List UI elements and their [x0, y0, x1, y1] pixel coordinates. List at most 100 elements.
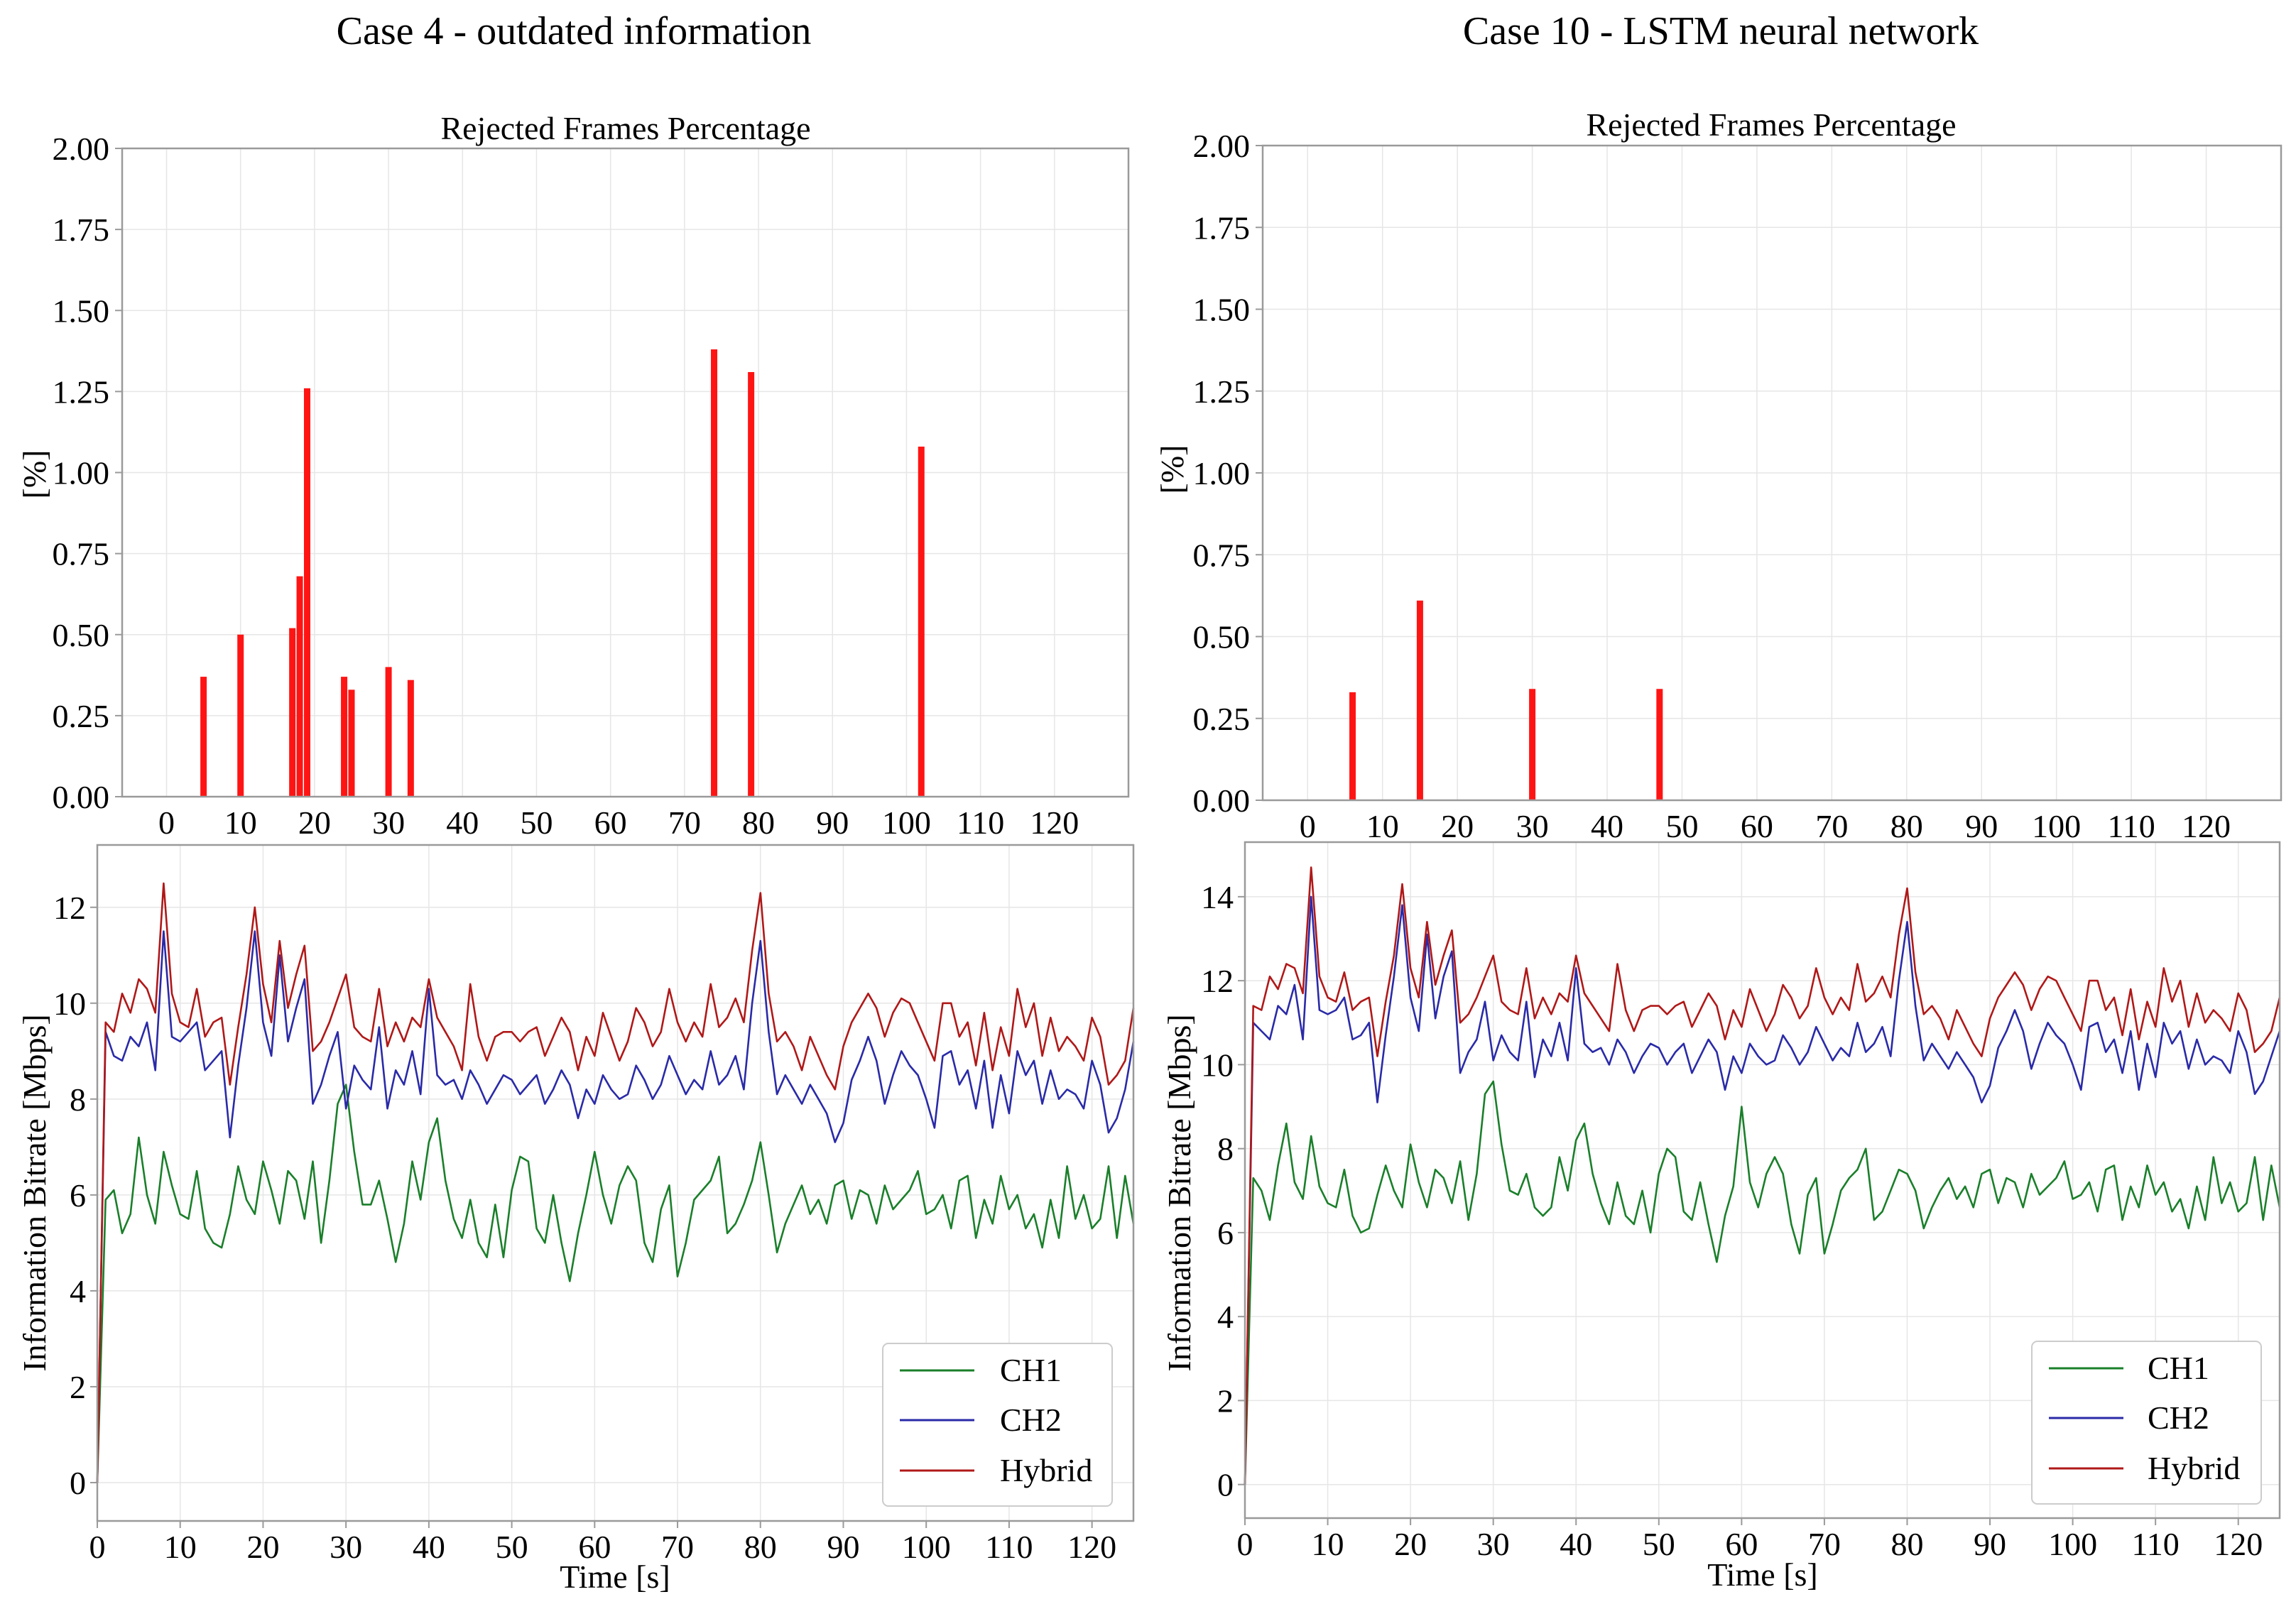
case10-line-xlabel: Time [s]: [1707, 1556, 1818, 1593]
case4-line-series-hybrid: [96, 882, 1135, 1483]
case4-line-series-ch2: [96, 930, 1135, 1483]
case4-bar-ytick-label: 0.00: [53, 779, 110, 815]
case4-line-xtick-label: 90: [827, 1529, 859, 1565]
case10-line-xtick-label: 90: [1974, 1526, 2006, 1562]
case4-bar-xtick-label: 30: [372, 804, 405, 841]
case4-line-xtick-label: 110: [985, 1529, 1033, 1565]
case10-bar-frame: [1261, 144, 2283, 802]
case4-bar-bar: [385, 667, 392, 797]
case4-bar-xtick-label: 70: [668, 804, 701, 841]
case4-bitrate-chart: Information Bitrate [Mbps] Time [s] 0 10 2…: [16, 844, 1135, 1595]
case10-bar-xtick-label: 20: [1441, 808, 1474, 844]
case10-bar-ytick-label: 2.00: [1193, 128, 1251, 164]
case10-legend-ch2: CH2: [2148, 1400, 2209, 1436]
case4-bar-xtick-label: 110: [957, 804, 1004, 841]
case10-bar-ytick-label: 0.25: [1193, 701, 1251, 737]
case4-bar-ytick-label: 0.50: [53, 617, 110, 653]
case10-line-ytick-label: 8: [1217, 1131, 1234, 1167]
case4-legend-box: [882, 1343, 1113, 1507]
case4-line-xtick-label: 30: [330, 1529, 362, 1565]
case10-line-xtick-label: 100: [2048, 1526, 2097, 1562]
case4-bar-ytick-label: 2.00: [53, 131, 110, 167]
case4-bar-bar: [711, 349, 718, 797]
case4-line-ytick-label: 0: [70, 1465, 86, 1501]
case10-bar-ytick-label: 0.00: [1193, 782, 1251, 819]
case4-bar-xtick-label: 10: [224, 804, 257, 841]
case10-line-series-hybrid: [1244, 866, 2281, 1485]
case10-legend-ch1: CH1: [2148, 1350, 2209, 1386]
case10-bar-xtick-label: 40: [1591, 808, 1623, 844]
case10-bar-xtick-label: 50: [1665, 808, 1698, 844]
case4-bar-title: Rejected Frames Percentage: [440, 110, 810, 146]
case10-line-xtick-label: 0: [1237, 1526, 1253, 1562]
case4-legend-ch1: CH1: [1000, 1352, 1062, 1388]
case4-bar-ylabel: [%]: [16, 450, 53, 499]
case4-line-xtick-label: 40: [413, 1529, 445, 1565]
case4-bar-xtick-label: 20: [298, 804, 331, 841]
case10-line-xtick-label: 10: [1312, 1526, 1344, 1562]
case4-bar-bar: [407, 680, 414, 797]
case10-line-ytick-label: 12: [1201, 963, 1234, 999]
case10-line-ytick-label: 4: [1217, 1299, 1234, 1335]
case4-line-frame: [96, 844, 1135, 1522]
case10-bar-xtick-label: 60: [1741, 808, 1773, 844]
case4-bar-ytick-label: 0.75: [53, 536, 110, 572]
panel-case10: Case 10 - LSTM neural network Rejected F…: [1154, 9, 2283, 1593]
case10-bar-bar: [1416, 600, 1423, 800]
case10-line-xtick-label: 110: [2132, 1526, 2180, 1562]
case10-legend-hybrid: Hybrid: [2148, 1450, 2240, 1486]
case4-bar-xtick-label: 80: [742, 804, 775, 841]
case10-bar-ylabel: [%]: [1154, 445, 1190, 494]
case4-line-xtick-label: 80: [744, 1529, 777, 1565]
case4-bar-ytick-label: 1.75: [53, 212, 110, 248]
case10-line-xtick-label: 80: [1890, 1526, 1923, 1562]
case4-line-xtick-label: 70: [661, 1529, 694, 1565]
case10-line-xtick-label: 40: [1560, 1526, 1592, 1562]
case4-bar-bar: [348, 689, 355, 797]
case4-legend-hybrid: Hybrid: [1000, 1452, 1092, 1488]
case10-bar-xtick-label: 0: [1300, 808, 1316, 844]
case4-line-ytick-label: 10: [53, 986, 86, 1022]
case4-legend: CH1 CH2 Hybrid: [882, 1343, 1113, 1507]
case10-bar-xtick-label: 100: [2032, 808, 2081, 844]
case4-bar-bar: [341, 677, 348, 797]
case4-line-xtick-label: 20: [246, 1529, 279, 1565]
case4-bar-xtick-label: 40: [446, 804, 479, 841]
case10-bar-title: Rejected Frames Percentage: [1586, 107, 1956, 143]
case10-line-xtick-label: 60: [1725, 1526, 1758, 1562]
case4-bar-xtick-label: 90: [816, 804, 849, 841]
case4-bar-bar: [748, 371, 755, 797]
case10-legend-box: [2031, 1341, 2262, 1505]
case4-legend-ch2: CH2: [1000, 1402, 1062, 1438]
case10-bar-xtick-label: 110: [2107, 808, 2155, 844]
case4-bar-bar: [289, 628, 296, 797]
case10-line-xtick-label: 70: [1808, 1526, 1841, 1562]
case10-bar-ytick-label: 0.75: [1193, 537, 1251, 573]
case10-line-xtick-label: 30: [1477, 1526, 1510, 1562]
case10-line-series-ch1: [1244, 1080, 2281, 1485]
case4-line-ytick-label: 2: [70, 1369, 86, 1405]
case10-bar-xtick-label: 120: [2182, 808, 2231, 844]
case4-line-xtick-label: 60: [578, 1529, 611, 1565]
case10-bar-xtick-label: 70: [1815, 808, 1848, 844]
case10-bar-xtick-label: 10: [1366, 808, 1399, 844]
case4-line-xtick-label: 50: [496, 1529, 528, 1565]
case4-bar-ytick-label: 0.25: [53, 698, 110, 734]
case4-bar-bar: [918, 446, 925, 797]
case10-bar-ytick-label: 0.50: [1193, 619, 1251, 655]
case4-line-xtick-label: 120: [1067, 1529, 1116, 1565]
case4-bar-xtick-label: 60: [594, 804, 627, 841]
case4-line-ytick-label: 4: [70, 1273, 86, 1309]
case10-rejected-frames-chart: Rejected Frames Percentage [%] 0 10 20 30 40…: [1154, 107, 2283, 844]
case4-bar-xtick-label: 100: [882, 804, 931, 841]
case10-bar-ytick-label: 1.00: [1193, 455, 1251, 491]
case4-bar-bar: [296, 576, 303, 797]
case10-bar-ytick-label: 1.75: [1193, 209, 1251, 246]
case4-bar-bar: [237, 634, 244, 797]
case4-bar-bar: [200, 677, 207, 797]
case10-bar-bar: [1529, 689, 1536, 800]
case10-bar-bar: [1656, 689, 1663, 800]
case4-line-xlabel: Time [s]: [560, 1559, 670, 1595]
case10-bar-xtick-label: 80: [1890, 808, 1923, 844]
